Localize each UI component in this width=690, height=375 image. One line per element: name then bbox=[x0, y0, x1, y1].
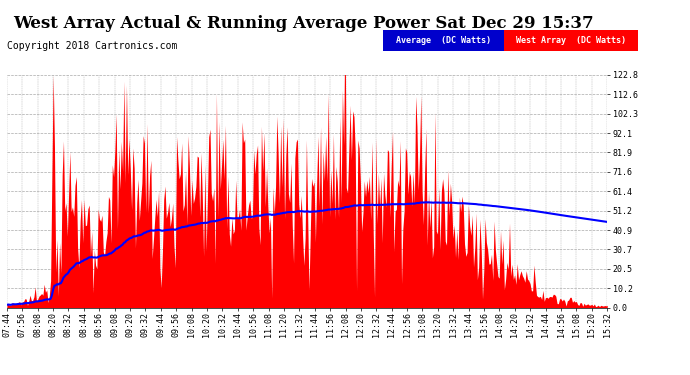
Text: West Array  (DC Watts): West Array (DC Watts) bbox=[516, 36, 626, 45]
Text: Average  (DC Watts): Average (DC Watts) bbox=[396, 36, 491, 45]
Text: West Array Actual & Running Average Power Sat Dec 29 15:37: West Array Actual & Running Average Powe… bbox=[13, 15, 594, 32]
Text: Copyright 2018 Cartronics.com: Copyright 2018 Cartronics.com bbox=[7, 41, 177, 51]
